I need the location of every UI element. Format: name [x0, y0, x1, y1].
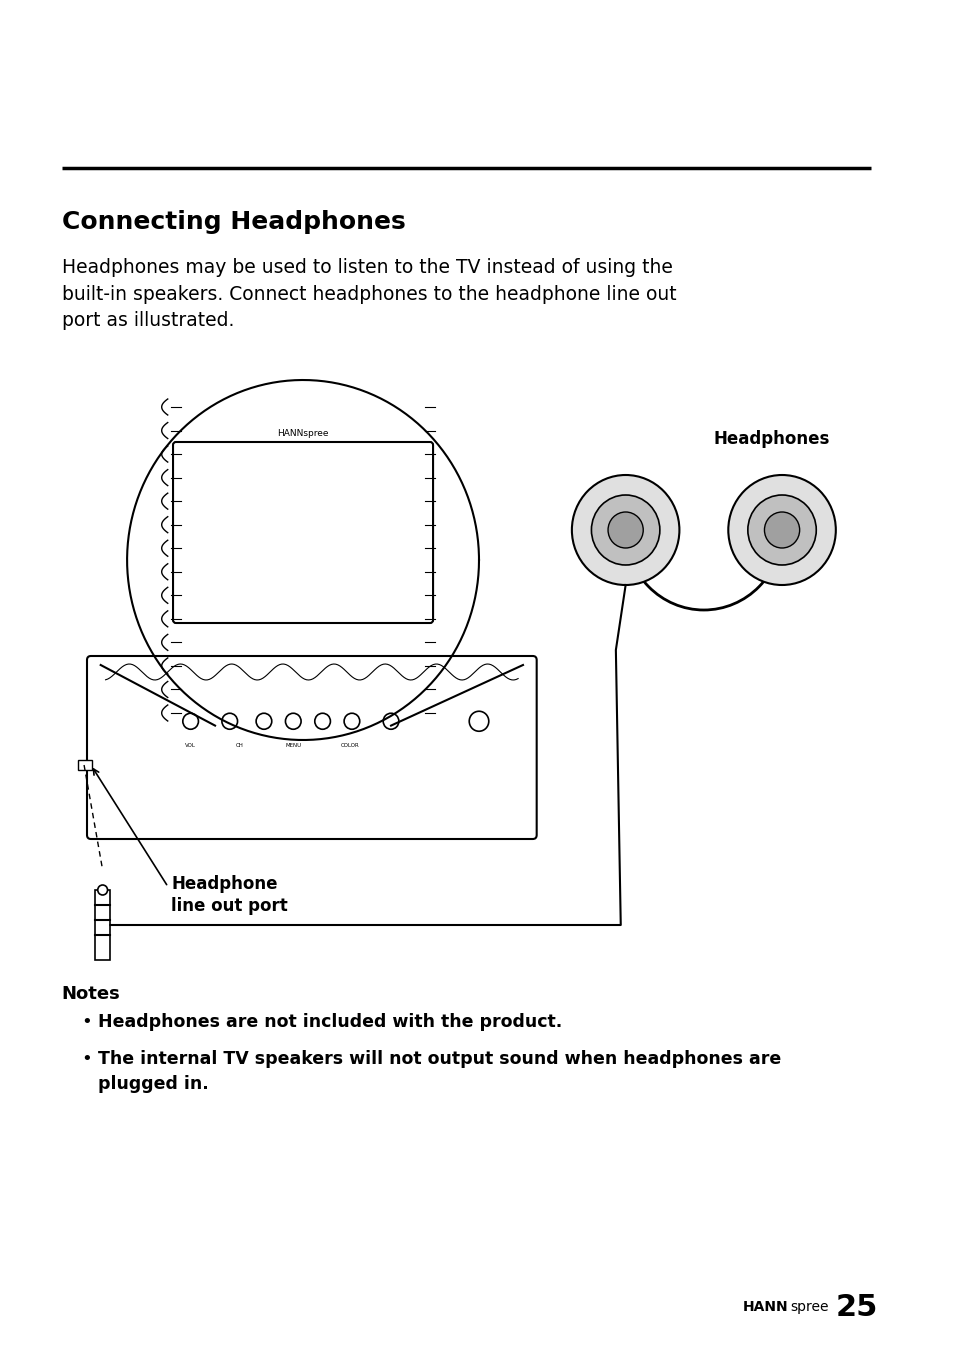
Circle shape — [383, 714, 398, 729]
Circle shape — [747, 495, 816, 565]
Text: Notes: Notes — [62, 986, 120, 1003]
Text: HANN: HANN — [742, 1301, 788, 1314]
Circle shape — [607, 512, 642, 548]
Text: •: • — [81, 1013, 91, 1032]
Circle shape — [344, 714, 359, 729]
Circle shape — [727, 475, 835, 585]
Circle shape — [285, 714, 301, 729]
Circle shape — [469, 711, 488, 731]
Text: Headphones may be used to listen to the TV instead of using the
built-in speaker: Headphones may be used to listen to the … — [62, 258, 676, 330]
Circle shape — [255, 714, 272, 729]
Text: Headphone: Headphone — [171, 875, 277, 894]
Text: CH: CH — [235, 744, 243, 748]
Text: •: • — [81, 1051, 91, 1068]
Text: Headphones are not included with the product.: Headphones are not included with the pro… — [97, 1013, 561, 1032]
Circle shape — [314, 714, 330, 729]
Text: COLOR: COLOR — [340, 744, 359, 748]
Bar — [78, 760, 91, 771]
Text: Headphones: Headphones — [713, 430, 829, 448]
FancyBboxPatch shape — [172, 442, 433, 623]
Text: MENU: MENU — [285, 744, 301, 748]
Text: line out port: line out port — [171, 896, 288, 915]
Circle shape — [763, 512, 799, 548]
Circle shape — [591, 495, 659, 565]
Circle shape — [183, 714, 198, 729]
Text: The internal TV speakers will not output sound when headphones are
plugged in.: The internal TV speakers will not output… — [97, 1051, 781, 1092]
Text: 25: 25 — [835, 1293, 878, 1322]
Text: Connecting Headphones: Connecting Headphones — [62, 210, 405, 234]
FancyBboxPatch shape — [87, 656, 537, 840]
Bar — [94, 890, 111, 960]
Circle shape — [571, 475, 679, 585]
Text: spree: spree — [789, 1301, 827, 1314]
Circle shape — [222, 714, 237, 729]
Circle shape — [97, 886, 108, 895]
Text: HANNspree: HANNspree — [277, 430, 329, 438]
Text: VOL: VOL — [185, 744, 196, 748]
